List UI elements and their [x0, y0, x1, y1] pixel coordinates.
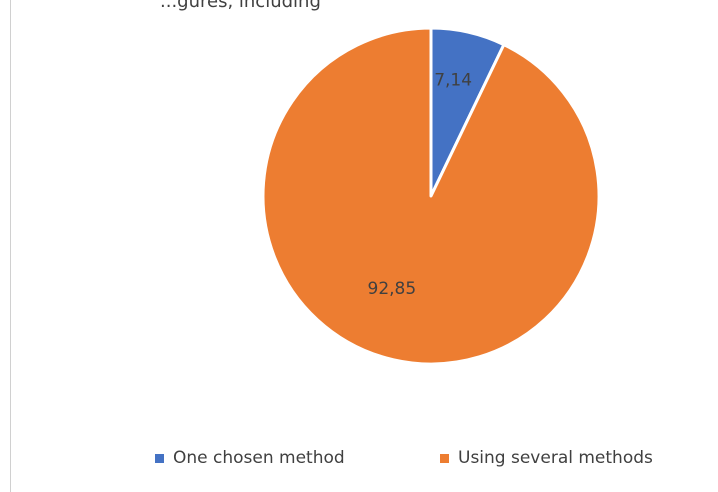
- pie-slice-using-several-methods: [261, 26, 601, 366]
- legend-swatch-orange: [440, 453, 449, 463]
- legend-swatch-blue: [155, 453, 164, 463]
- legend-label: One chosen method: [173, 448, 345, 468]
- pie-data-labels: 7,14 92,85: [368, 71, 473, 299]
- chart-area-border: [10, 0, 11, 492]
- partial-caption-text: ...gures, including: [160, 0, 321, 12]
- pie-data-label: 7,14: [434, 71, 472, 91]
- legend-label: Using several methods: [458, 448, 653, 468]
- pie-data-label: 92,85: [368, 279, 417, 299]
- pie-slices: [261, 26, 601, 366]
- legend-item-using-several-methods: Using several methods: [440, 444, 653, 472]
- legend-item-one-chosen-method: One chosen method: [155, 444, 345, 472]
- chart-legend: One chosen method Using several methods: [0, 444, 718, 472]
